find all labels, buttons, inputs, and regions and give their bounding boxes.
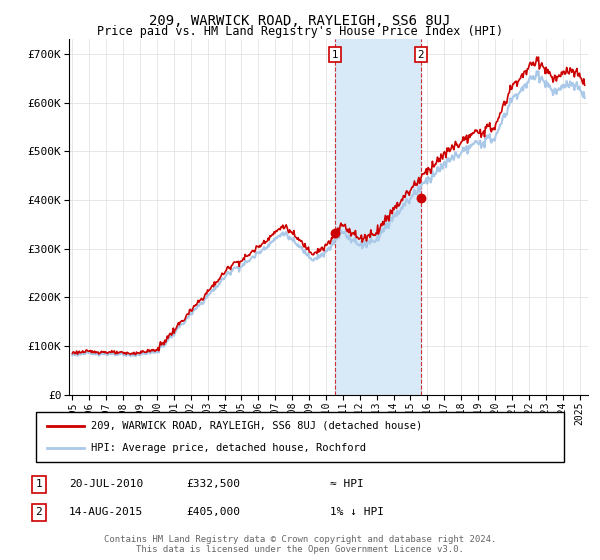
Text: 20-JUL-2010: 20-JUL-2010	[69, 479, 143, 489]
Text: 1: 1	[332, 50, 338, 60]
Text: Contains HM Land Registry data © Crown copyright and database right 2024.
This d: Contains HM Land Registry data © Crown c…	[104, 535, 496, 554]
Text: 1: 1	[35, 479, 43, 489]
Text: HPI: Average price, detached house, Rochford: HPI: Average price, detached house, Roch…	[91, 443, 367, 453]
Text: 209, WARWICK ROAD, RAYLEIGH, SS6 8UJ (detached house): 209, WARWICK ROAD, RAYLEIGH, SS6 8UJ (de…	[91, 421, 422, 431]
Text: £405,000: £405,000	[186, 507, 240, 517]
Text: 2: 2	[35, 507, 43, 517]
Point	[331, 228, 340, 237]
Text: 209, WARWICK ROAD, RAYLEIGH, SS6 8UJ: 209, WARWICK ROAD, RAYLEIGH, SS6 8UJ	[149, 14, 451, 28]
Point	[416, 193, 426, 202]
FancyBboxPatch shape	[36, 412, 564, 462]
Bar	[335, 39, 421, 395]
Text: 1% ↓ HPI: 1% ↓ HPI	[330, 507, 384, 517]
Text: £332,500: £332,500	[186, 479, 240, 489]
Text: Price paid vs. HM Land Registry's House Price Index (HPI): Price paid vs. HM Land Registry's House …	[97, 25, 503, 38]
Text: 14-AUG-2015: 14-AUG-2015	[69, 507, 143, 517]
Text: 2: 2	[418, 50, 424, 60]
Text: ≈ HPI: ≈ HPI	[330, 479, 364, 489]
